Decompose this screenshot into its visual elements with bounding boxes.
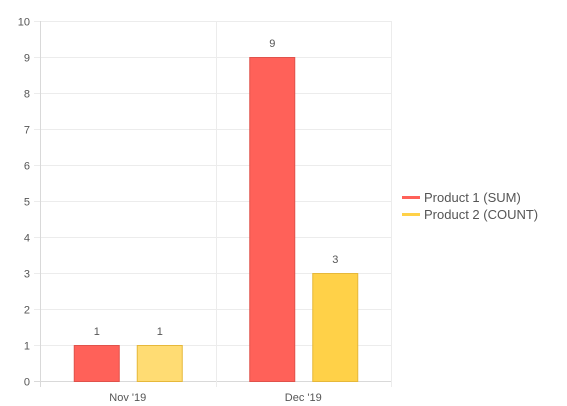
data-labels: 1 1 9 3 <box>94 38 339 338</box>
y-tick-label: 5 <box>24 197 30 209</box>
legend-swatch <box>402 213 420 216</box>
y-tick-label: 9 <box>24 53 30 65</box>
x-axis: Nov '19 Dec '19 <box>109 392 321 404</box>
bars <box>73 57 359 382</box>
legend-item[interactable]: Product 2 (COUNT) <box>402 207 538 222</box>
x-tick-label: Dec '19 <box>285 392 322 404</box>
bar[interactable] <box>73 345 120 382</box>
data-label: 1 <box>157 326 163 338</box>
y-tick-label: 2 <box>24 305 30 317</box>
bar[interactable] <box>249 57 296 382</box>
legend[interactable]: Product 1 (SUM) Product 2 (COUNT) <box>402 190 538 222</box>
y-tick-label: 0 <box>24 377 30 389</box>
legend-item[interactable]: Product 1 (SUM) <box>402 190 521 205</box>
y-tick-label: 3 <box>24 269 30 281</box>
data-label: 3 <box>332 254 338 266</box>
bar[interactable] <box>136 345 183 382</box>
legend-swatch <box>402 196 420 199</box>
legend-label: Product 2 (COUNT) <box>424 207 538 222</box>
y-tick-label: 1 <box>24 341 30 353</box>
bar[interactable] <box>312 273 359 382</box>
data-label: 1 <box>94 326 100 338</box>
grid <box>34 21 392 387</box>
y-tick-label: 4 <box>24 233 30 245</box>
legend-label: Product 1 (SUM) <box>424 190 521 205</box>
y-tick-label: 10 <box>18 17 30 29</box>
data-label: 9 <box>269 38 275 50</box>
y-tick-label: 8 <box>24 89 30 101</box>
y-tick-label: 6 <box>24 161 30 173</box>
y-tick-label: 7 <box>24 125 30 137</box>
x-tick-label: Nov '19 <box>109 392 146 404</box>
y-axis: 0 1 2 3 4 5 6 7 8 9 10 <box>18 17 30 389</box>
